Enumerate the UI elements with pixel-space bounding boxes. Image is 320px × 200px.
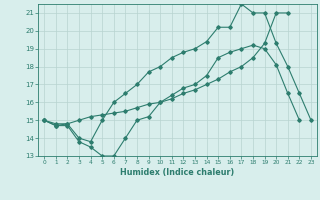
X-axis label: Humidex (Indice chaleur): Humidex (Indice chaleur)	[120, 168, 235, 177]
